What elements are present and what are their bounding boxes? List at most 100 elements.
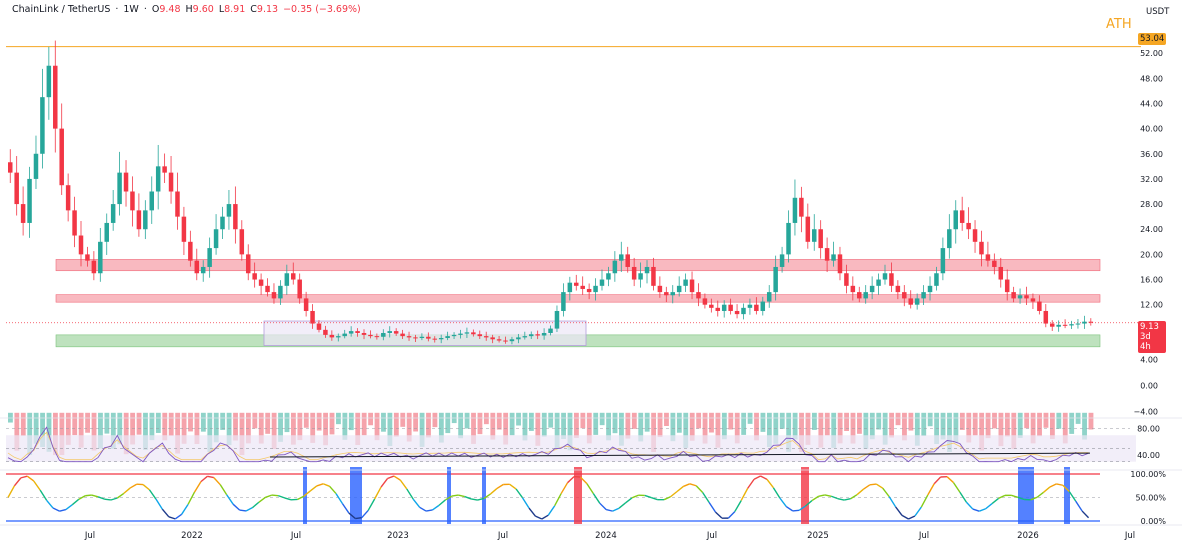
histogram-bar	[818, 412, 824, 448]
stoch-line-segment	[85, 494, 92, 497]
stoch-line-segment	[213, 477, 221, 486]
currency-unit: USDT	[1146, 7, 1170, 17]
candle-body	[181, 216, 187, 242]
stoch-line-segment	[965, 501, 974, 510]
rsi-trend-line	[269, 452, 1091, 458]
stoch-line-segment	[374, 486, 382, 500]
stoch-line-segment	[78, 495, 86, 500]
stoch-line-segment	[831, 495, 838, 500]
histogram-tick-label: 4.00	[1140, 356, 1158, 365]
stoch-line-segment	[882, 487, 890, 498]
interval-label[interactable]: 1W	[123, 4, 139, 15]
candle-body	[792, 197, 798, 223]
histogram-bar	[766, 412, 772, 448]
time-tick-label: Jul	[918, 531, 929, 541]
histogram-bar	[175, 412, 181, 454]
stoch-line-segment	[644, 494, 652, 499]
stoch-line-segment	[1036, 491, 1044, 498]
candle-body	[310, 310, 315, 324]
candle-body	[265, 285, 270, 293]
stoch-line-segment	[1056, 483, 1063, 486]
stoch-line-segment	[116, 492, 125, 499]
time-tick-label: Jul	[84, 531, 95, 541]
histogram-bar	[374, 412, 380, 441]
candle-body	[1069, 324, 1074, 326]
candle-body	[91, 260, 97, 274]
candle-body	[464, 332, 470, 334]
stoch-line-segment	[946, 476, 954, 484]
stoch-line-segment	[26, 475, 35, 482]
candle-body	[599, 279, 605, 286]
histogram-bar	[683, 412, 689, 448]
histogram-bar	[155, 412, 161, 433]
stochastic-pane[interactable]	[6, 467, 1100, 524]
stoch-line-segment	[772, 487, 781, 499]
stoch-line-segment	[187, 491, 196, 505]
histogram-bar	[1062, 412, 1068, 444]
candle-body	[98, 241, 103, 274]
symbol-name[interactable]: ChainLink / TetherUS	[12, 4, 111, 15]
stoch-tick-label: 50.00%	[1135, 494, 1166, 503]
rsi-pane[interactable]	[6, 426, 1136, 463]
stoch-line-segment	[927, 483, 935, 496]
histogram-bar	[786, 412, 792, 452]
stoch-line-segment	[483, 493, 491, 499]
rsi-signal-line	[7, 431, 1089, 461]
stoch-line-segment	[393, 475, 401, 481]
histogram-bar	[863, 412, 869, 449]
histogram-bar	[1056, 412, 1062, 429]
candle-body	[1024, 295, 1029, 299]
stoch-line-segment	[271, 494, 279, 497]
candle-body	[374, 336, 380, 338]
stoch-highlight	[1018, 467, 1034, 524]
histogram-bar	[361, 412, 367, 436]
histogram-bar	[1037, 412, 1042, 437]
stoch-line-segment	[785, 505, 794, 512]
stoch-line-segment	[991, 497, 999, 505]
histogram-bar	[368, 412, 374, 426]
histogram-bar	[638, 412, 644, 442]
candle-body	[593, 285, 598, 293]
candle-body	[445, 336, 450, 339]
histogram-bar	[541, 412, 547, 437]
stoch-line-segment	[663, 496, 671, 501]
stoch-line-segment	[933, 476, 942, 485]
candle-body	[709, 304, 714, 308]
candle-body	[368, 334, 373, 337]
stoch-line-segment	[129, 483, 137, 489]
histogram-bar	[110, 412, 116, 449]
ohlc-low: L8.91	[218, 4, 246, 15]
histogram-bar	[136, 412, 142, 435]
histogram-bar	[336, 412, 341, 425]
histogram-bar	[606, 412, 611, 441]
histogram-tick-label: −4.00	[1133, 408, 1158, 417]
stoch-line-segment	[895, 506, 903, 516]
stoch-line-segment	[618, 502, 626, 509]
stoch-line-segment	[489, 488, 498, 495]
candle-body	[1017, 295, 1023, 299]
stoch-line-segment	[650, 496, 658, 501]
histogram-bar	[387, 412, 393, 447]
candle-body	[278, 285, 283, 299]
candle-body	[451, 334, 457, 337]
histogram-bar	[619, 412, 624, 446]
stoch-line-segment	[142, 484, 150, 491]
stoch-line-segment	[148, 489, 157, 500]
price-pane[interactable]	[6, 40, 1141, 348]
stoch-line-segment	[805, 500, 813, 507]
histogram-bar	[824, 412, 830, 436]
candle-body	[239, 229, 245, 255]
candle-body	[528, 334, 534, 337]
separator: ·	[115, 4, 119, 15]
ohlc-open: O9.48	[151, 4, 181, 15]
stoch-tick-label: 100.00%	[1130, 470, 1166, 479]
candle-body	[979, 241, 984, 255]
histogram-pane[interactable]	[8, 412, 1094, 456]
histogram-bar	[432, 412, 438, 428]
candle-body	[844, 273, 849, 286]
stoch-line-segment	[760, 475, 768, 480]
histogram-bar	[908, 412, 914, 431]
candle-body	[220, 216, 225, 230]
stoch-line-segment	[412, 498, 421, 508]
